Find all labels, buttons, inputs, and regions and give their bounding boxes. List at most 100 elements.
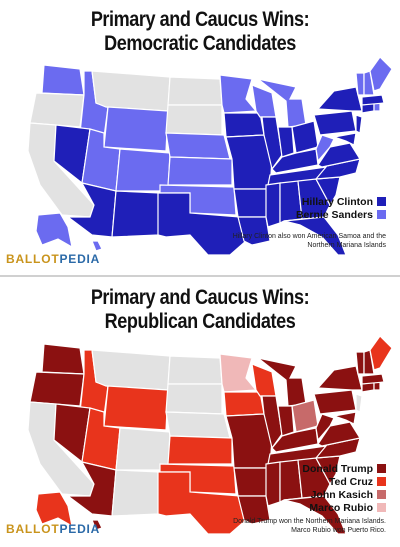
state-ar[interactable] [233,467,269,497]
rep-title-line1: Primary and Caucus Wins: [90,286,310,309]
state-vt[interactable] [355,351,365,375]
state-wa[interactable] [41,64,85,96]
state-or[interactable] [29,371,85,407]
dem-title-line1: Primary and Caucus Wins: [90,8,310,31]
panel-divider [0,275,400,277]
rep-legend-label: Ted Cruz [328,475,373,488]
state-nj[interactable] [355,393,363,413]
state-mt[interactable] [91,349,171,391]
dem-legend: Hillary Clinton Bernie Sanders [296,195,386,221]
state-ma[interactable] [361,94,385,106]
state-ks[interactable] [167,156,233,186]
state-vt[interactable] [355,72,365,96]
state-wy[interactable] [103,106,169,152]
rep-legend-item: Donald Trump [302,462,386,475]
state-oh[interactable] [291,399,319,433]
rep-legend-label: John Kasich [310,488,373,501]
state-md[interactable] [333,411,357,425]
state-sd[interactable] [165,104,223,136]
dem-legend-swatch [377,197,386,206]
state-me[interactable] [369,335,393,371]
state-la[interactable] [237,216,271,246]
state-me[interactable] [369,56,393,92]
state-mn[interactable] [219,353,258,393]
state-nm[interactable] [111,469,161,517]
state-il[interactable] [261,116,283,171]
state-sd[interactable] [165,383,223,415]
state-ny[interactable] [316,365,363,391]
rep-legend-swatch [377,464,386,473]
state-la[interactable] [237,495,271,525]
dem-title-line2: Democratic Candidates [104,32,296,55]
state-ny[interactable] [316,86,363,112]
rep-legend-swatch [377,477,386,486]
state-tx[interactable] [157,471,247,534]
dem-legend-item: Bernie Sanders [296,208,386,221]
state-ak[interactable] [35,212,73,249]
state-mt[interactable] [91,70,171,112]
state-mo[interactable] [225,413,273,469]
state-ia[interactable] [223,112,265,138]
logo-part1: BALLOT [6,252,60,266]
state-ga[interactable] [297,457,331,499]
state-or[interactable] [29,92,85,128]
state-ks[interactable] [167,435,233,465]
dem-legend-item: Hillary Clinton [296,195,386,208]
dem-legend-swatch [377,210,386,219]
logo-part2: PEDIA [59,522,101,536]
dem-legend-label: Bernie Sanders [295,208,373,221]
logo-part1: BALLOT [6,522,60,536]
state-nm[interactable] [111,190,161,238]
state-wv[interactable] [315,413,335,442]
state-nh[interactable] [363,70,375,96]
state-fl[interactable] [283,216,347,255]
state-fl[interactable] [283,495,347,534]
dem-us-map [27,56,393,255]
state-nh[interactable] [363,349,375,375]
state-nj[interactable] [355,114,363,134]
state-wa[interactable] [41,343,85,375]
state-ar[interactable] [233,188,269,218]
state-mo[interactable] [225,134,273,190]
state-ms[interactable] [265,461,281,507]
state-mn[interactable] [219,74,258,114]
state-md[interactable] [333,132,357,146]
rep-legend-item: Ted Cruz [302,475,386,488]
rep-legend: Donald Trump Ted Cruz John Kasich Marco … [302,462,386,514]
state-hi[interactable] [91,240,103,252]
rep-us-map [27,335,393,534]
state-ak[interactable] [35,491,73,528]
rep-legend-item: John Kasich [302,488,386,501]
rep-title-line2: Republican Candidates [104,310,296,333]
state-wy[interactable] [103,385,169,431]
state-ne[interactable] [165,132,231,160]
state-wv[interactable] [315,134,335,163]
dem-legend-label: Hillary Clinton [301,195,373,208]
state-mi[interactable] [257,78,307,128]
state-nd[interactable] [167,76,223,106]
state-nd[interactable] [167,355,223,385]
rep-legend-label: Marco Rubio [309,501,373,514]
state-ne[interactable] [165,411,231,439]
ballotpedia-logo: BALLOTPEDIA [6,522,100,536]
state-tx[interactable] [157,192,247,255]
rep-legend-swatch [377,490,386,499]
democratic-panel: Primary and Caucus Wins: Democratic Cand… [0,0,400,270]
rep-legend-item: Marco Rubio [302,501,386,514]
rep-note: Donald Trump won the Northern Mariana Is… [233,518,386,534]
republican-panel: Primary and Caucus Wins: Republican Cand… [0,280,400,547]
logo-part2: PEDIA [59,252,101,266]
state-ma[interactable] [361,373,385,385]
state-ia[interactable] [223,391,265,417]
state-pa[interactable] [313,389,357,415]
state-hi[interactable] [91,519,103,531]
state-mi[interactable] [257,357,307,407]
state-ga[interactable] [297,178,331,220]
dem-note: Hillary Clinton also won American Samoa … [232,233,386,249]
ballotpedia-logo: BALLOTPEDIA [6,252,100,266]
state-ms[interactable] [265,182,281,228]
state-il[interactable] [261,395,283,450]
state-pa[interactable] [313,110,357,136]
rep-legend-label: Donald Trump [302,462,373,475]
state-oh[interactable] [291,120,319,154]
